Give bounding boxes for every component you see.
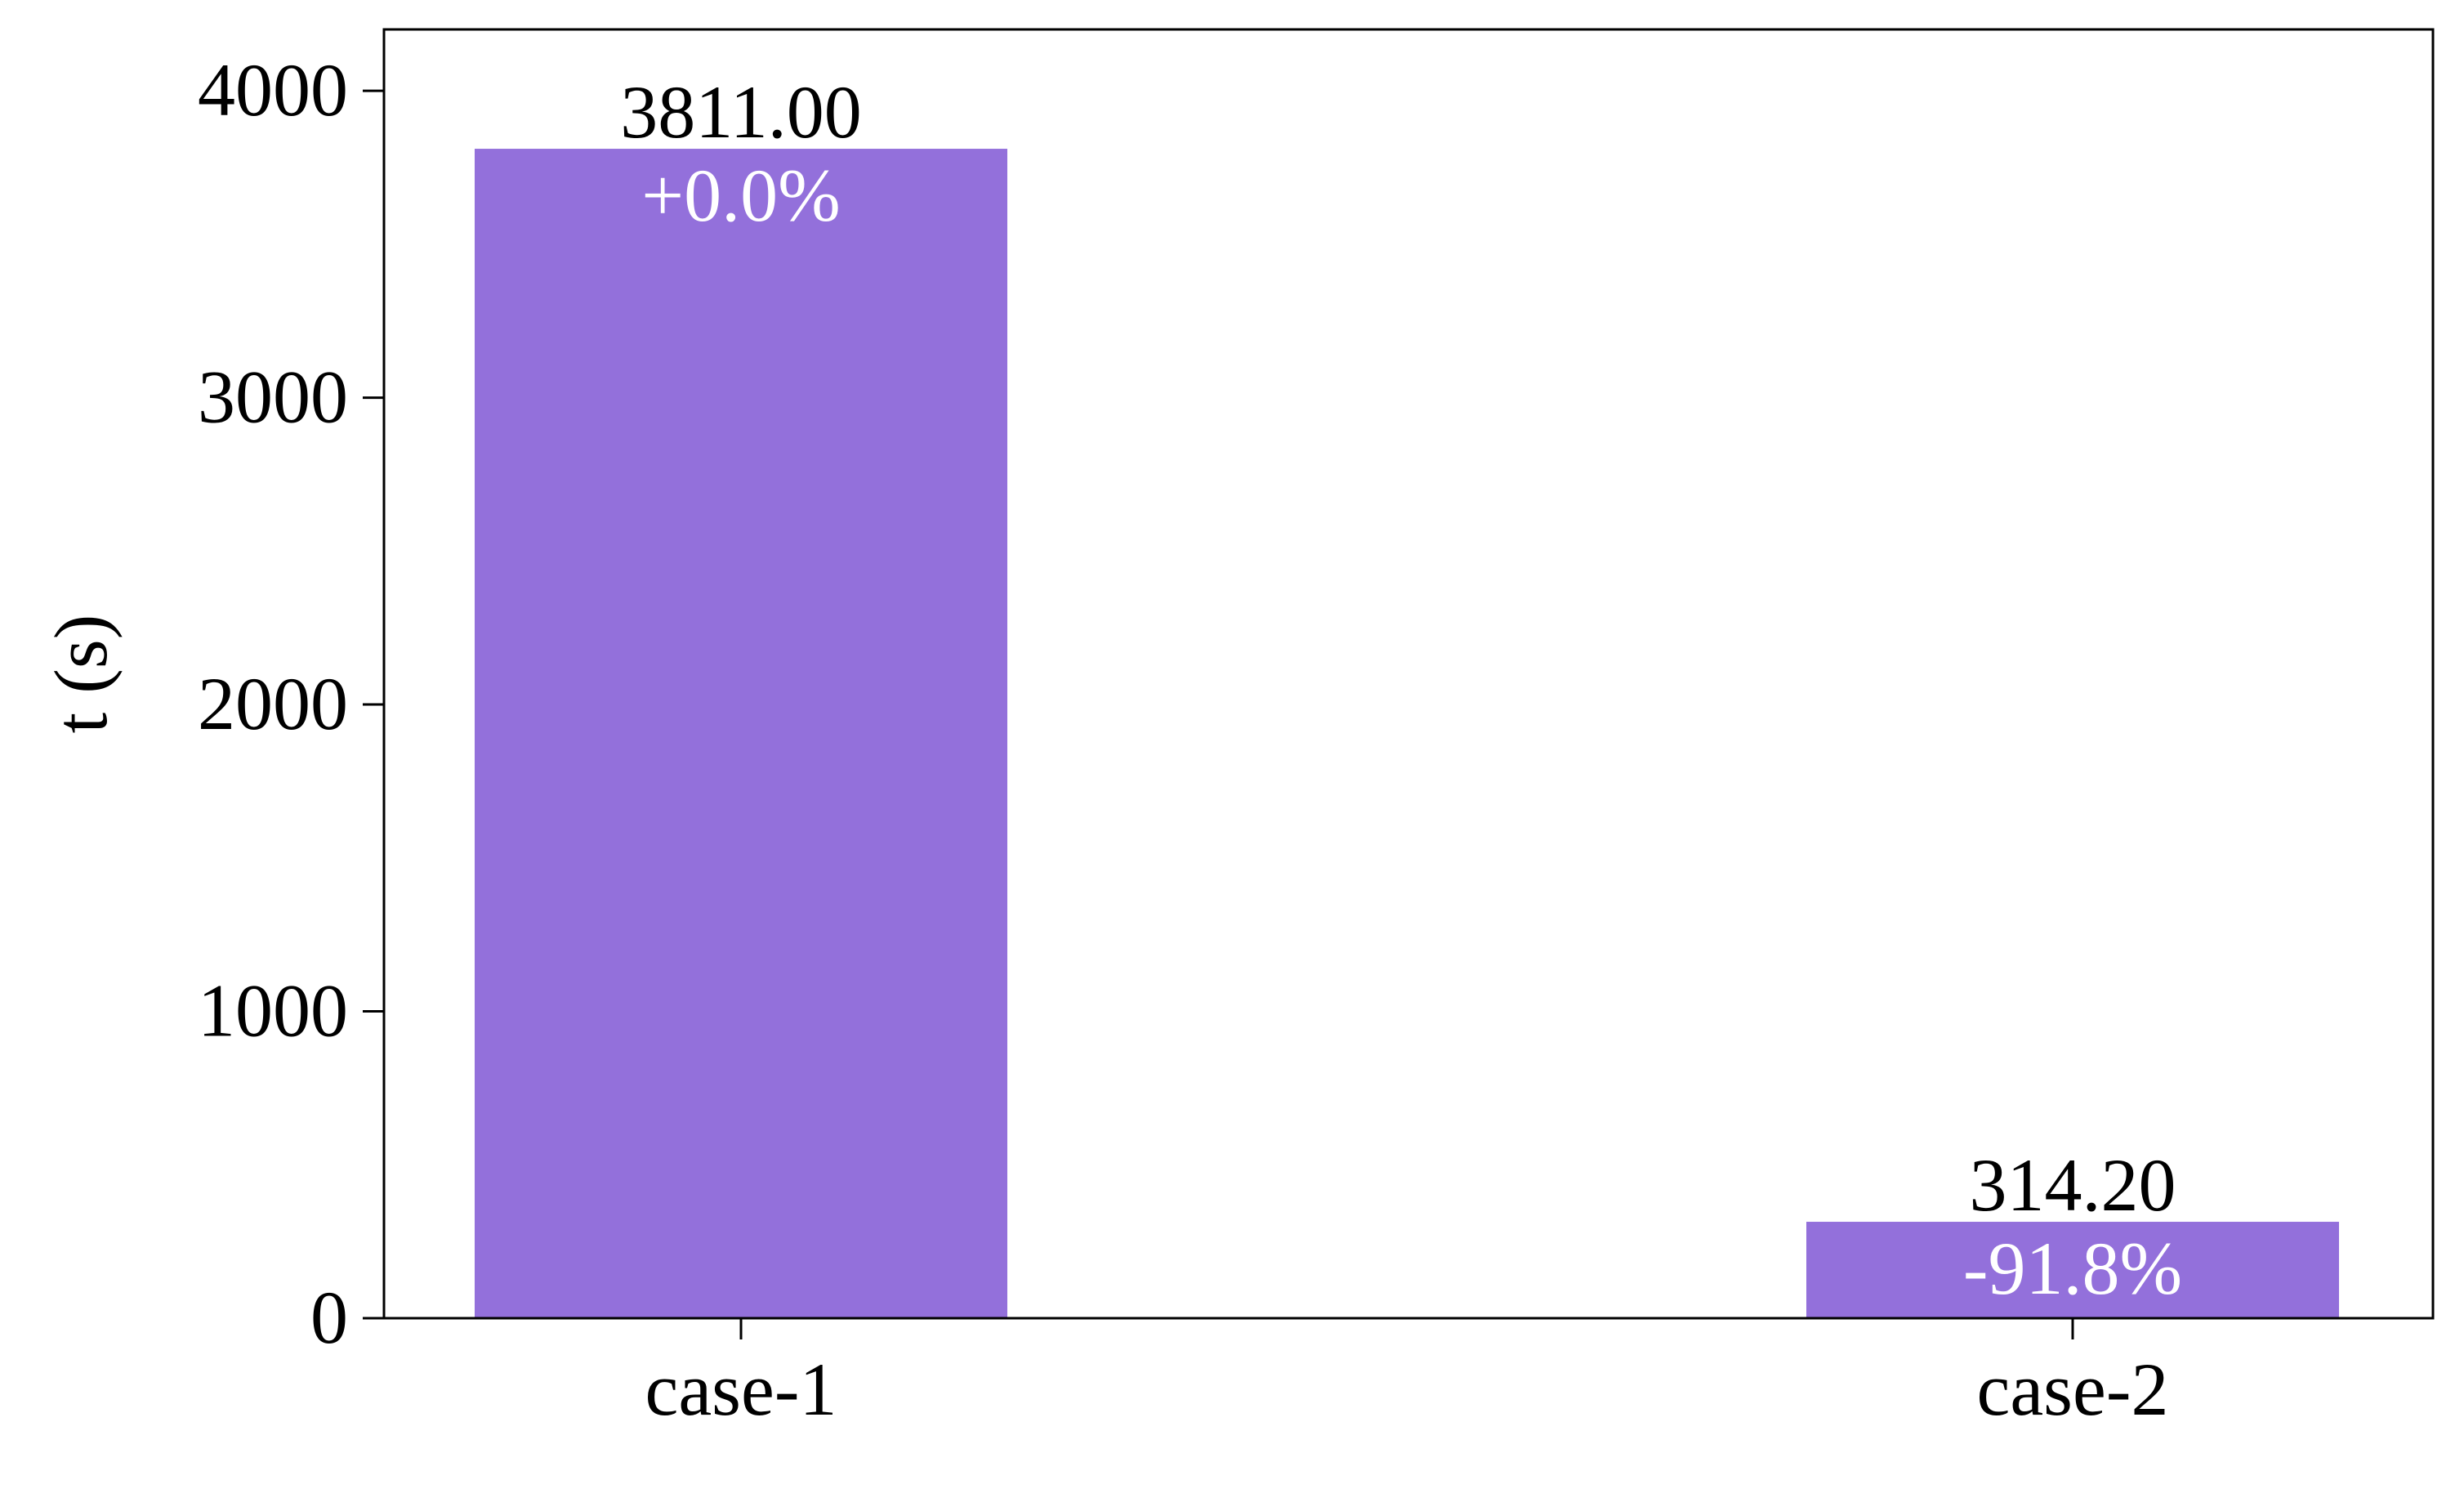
y-axis: 0 1000 2000 3000 4000 (198, 48, 384, 1359)
y-tick-label: 4000 (198, 48, 348, 132)
bar-percent-label: -91.8% (1963, 1227, 2182, 1310)
x-tick-label: case-1 (645, 1348, 837, 1431)
y-axis-title: t (s) (39, 615, 123, 734)
x-axis: case-1 case-2 (645, 1318, 2169, 1431)
bar-case-2 (1806, 1222, 2339, 1318)
bar-value-label: 3811.00 (620, 70, 862, 154)
plot-frame (382, 28, 2435, 1320)
x-tick-label: case-2 (1977, 1348, 2169, 1431)
bar-value-label: 314.20 (1970, 1143, 2176, 1227)
bar-percent-label: +0.0% (641, 154, 841, 237)
y-tick-label: 2000 (198, 662, 348, 745)
bars-layer (475, 149, 2339, 1318)
y-tick-label: 3000 (198, 355, 348, 439)
bar-labels: 3811.00+0.0% 314.20-91.8% (620, 70, 2182, 1310)
bar-case-1 (475, 149, 1007, 1318)
y-tick-label: 1000 (198, 969, 348, 1053)
y-tick-label: 0 (310, 1276, 348, 1359)
